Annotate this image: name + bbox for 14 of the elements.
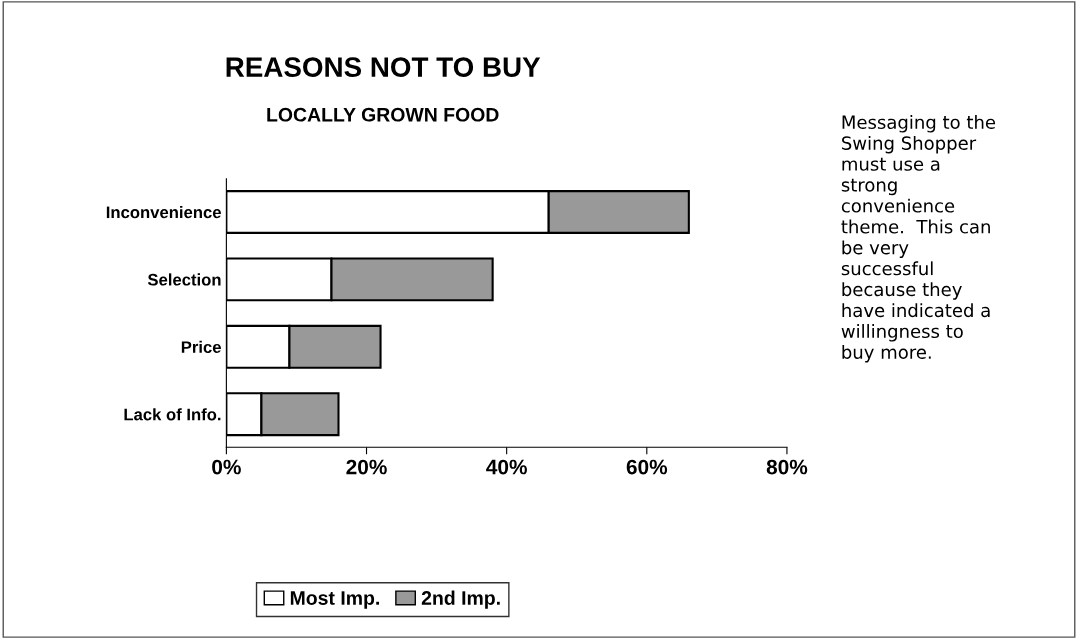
- legend-label: 2nd Imp.: [421, 590, 500, 609]
- x-tick-label: 40%: [486, 459, 527, 475]
- y-tick-label: Price: [181, 340, 221, 354]
- y-tick-label: Selection: [147, 273, 221, 286]
- chart-title: REASONS NOT TO BUY: [226, 57, 541, 77]
- x-tick-label: 20%: [346, 459, 387, 475]
- text: Messaging to the Swing Shopper must use a strong convenience theme. This can be very successful because they have indicated a willingness to buy more.: [841, 115, 996, 363]
- x-tick-label: 0%: [212, 459, 241, 475]
- x-tick-label: 80%: [766, 459, 808, 475]
- chart-subtitle: LOCALLY GROWN FOOD: [267, 107, 499, 122]
- legend-label: Most Imp.: [290, 591, 379, 609]
- y-tick-label: Inconvenience: [106, 205, 221, 219]
- x-tick-label: 60%: [626, 459, 668, 475]
- y-tick-label: Lack of Info.: [124, 408, 221, 421]
